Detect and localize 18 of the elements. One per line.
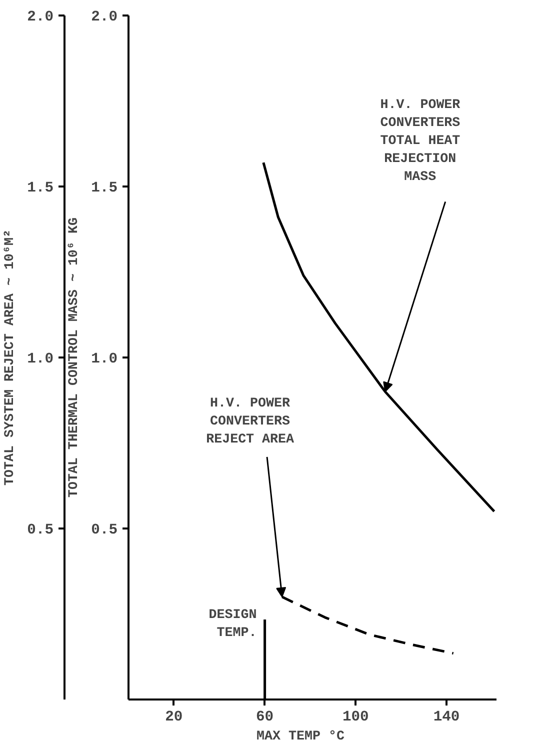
y2-tick-label: 0.5 <box>91 522 118 538</box>
y2-tick-label: 1.5 <box>91 180 118 196</box>
annotation: H.V. POWER CONVERTERS REJECT AREA <box>206 396 294 448</box>
x-tick-label: 20 <box>165 710 183 726</box>
y-tick-label: 1.0 <box>27 352 54 368</box>
y-tick-label: 0.5 <box>27 522 54 538</box>
x-tick-label: 140 <box>433 710 460 726</box>
y2-tick-label: 1.0 <box>91 352 118 368</box>
x-axis-title: MAX TEMP °C <box>256 730 344 744</box>
y-axis-title: TOTAL SYSTEM REJECT AREA ~ 10⁶M² <box>3 230 18 486</box>
y2-tick-label: 2.0 <box>91 10 118 26</box>
x-tick-label: 60 <box>256 710 274 726</box>
x-tick-label: 100 <box>342 710 369 726</box>
ref-line-label: DESIGN TEMP. <box>208 608 257 641</box>
y2-axis-title: TOTAL THERMAL CONTROL MASS ~ 10⁶ KG <box>67 218 82 498</box>
y-tick-label: 2.0 <box>27 10 54 26</box>
y-tick-label: 1.5 <box>27 180 54 196</box>
annotation: H.V. POWER CONVERTERS TOTAL HEAT REJECTION MASS <box>380 98 460 186</box>
